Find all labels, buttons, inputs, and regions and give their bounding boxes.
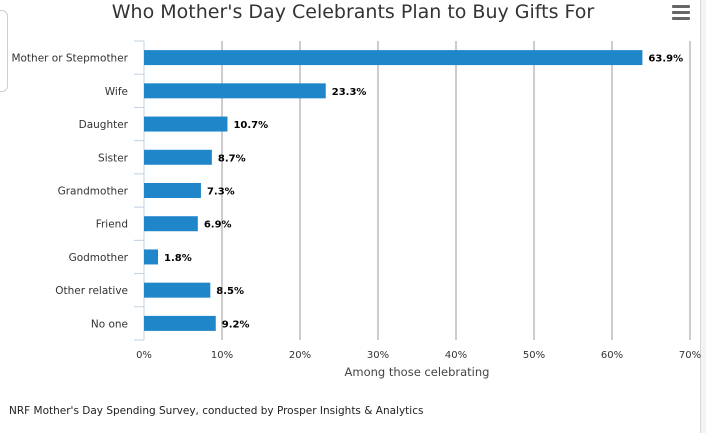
category-label: Mother or Stepmother bbox=[11, 53, 128, 65]
category-label: Friend bbox=[96, 219, 128, 231]
category-label: Other relative bbox=[55, 285, 128, 297]
category-label: Godmother bbox=[69, 252, 129, 264]
bar[interactable] bbox=[144, 183, 201, 198]
data-label: 7.3% bbox=[207, 187, 235, 198]
hamburger-menu-icon[interactable] bbox=[672, 5, 690, 21]
x-tick-label: 0% bbox=[136, 350, 152, 361]
data-label: 8.5% bbox=[216, 286, 244, 297]
category-label: No one bbox=[91, 318, 128, 330]
chart-title: Who Mother's Day Celebrants Plan to Buy … bbox=[111, 1, 595, 23]
bar[interactable] bbox=[144, 315, 216, 331]
x-tick-label: 40% bbox=[445, 350, 467, 361]
x-tick-label: 50% bbox=[523, 350, 545, 361]
bar[interactable] bbox=[144, 50, 643, 66]
category-label: Wife bbox=[105, 86, 128, 98]
bar[interactable] bbox=[144, 116, 228, 132]
data-label: 6.9% bbox=[204, 220, 232, 231]
category-label: Daughter bbox=[79, 119, 129, 131]
x-axis-title: Among those celebrating bbox=[345, 365, 490, 379]
x-tick-label: 20% bbox=[289, 350, 311, 361]
bar[interactable] bbox=[144, 249, 159, 265]
category-label: Sister bbox=[98, 152, 129, 164]
x-tick-label: 70% bbox=[679, 350, 701, 361]
x-tick-label: 10% bbox=[211, 350, 233, 361]
bar[interactable] bbox=[144, 149, 212, 165]
bar[interactable] bbox=[144, 282, 211, 298]
x-tick-label: 30% bbox=[367, 350, 389, 361]
data-label: 8.7% bbox=[218, 153, 246, 164]
data-label: 1.8% bbox=[164, 253, 192, 264]
data-label: 10.7% bbox=[233, 120, 268, 131]
data-label: 9.2% bbox=[222, 319, 250, 330]
bar[interactable] bbox=[144, 83, 326, 99]
source-credit: NRF Mother's Day Spending Survey, conduc… bbox=[9, 405, 424, 417]
data-label: 23.3% bbox=[332, 87, 367, 98]
category-label: Grandmother bbox=[58, 186, 129, 198]
scrollbar[interactable] bbox=[700, 0, 706, 433]
bar[interactable] bbox=[144, 216, 198, 232]
x-tick-label: 60% bbox=[601, 350, 623, 361]
data-label: 63.9% bbox=[648, 54, 683, 65]
frame-edge bbox=[0, 10, 8, 92]
